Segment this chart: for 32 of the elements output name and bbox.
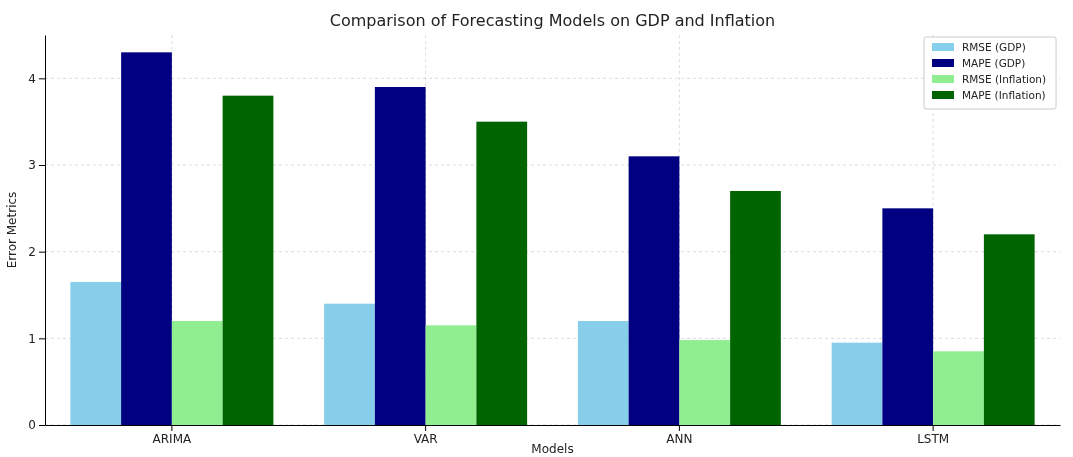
bar xyxy=(324,303,375,425)
y-tick-label: 4 xyxy=(28,71,36,86)
bar xyxy=(679,340,731,425)
bar xyxy=(831,342,883,425)
y-tick-label: 1 xyxy=(28,331,36,346)
bar xyxy=(171,321,223,425)
legend-label: MAPE (Inflation) xyxy=(962,89,1046,101)
x-tick-label: ARIMA xyxy=(152,431,192,446)
bar xyxy=(577,321,629,425)
y-axis-title: Error Metrics xyxy=(5,191,19,269)
legend-label: MAPE (GDP) xyxy=(962,57,1026,69)
y-tick-label: 0 xyxy=(28,418,36,433)
legend-label: RMSE (GDP) xyxy=(962,41,1026,53)
x-axis-title: Models xyxy=(531,442,574,456)
bar xyxy=(628,156,680,425)
x-tick-label: VAR xyxy=(413,431,438,446)
x-tick-label: LSTM xyxy=(917,431,950,446)
bar xyxy=(70,282,122,425)
bar xyxy=(222,95,274,425)
bar xyxy=(983,234,1035,425)
x-tick-label: ANN xyxy=(666,431,693,446)
bar xyxy=(374,87,426,425)
bar xyxy=(121,52,172,425)
bar xyxy=(933,351,984,425)
bar xyxy=(476,121,528,425)
chart-title: Comparison of Forecasting Models on GDP and Inflation xyxy=(329,11,776,30)
bar xyxy=(730,191,781,425)
bar xyxy=(425,325,477,425)
y-tick-label: 2 xyxy=(28,245,36,260)
y-tick-label: 3 xyxy=(28,158,36,173)
bar xyxy=(882,208,934,425)
legend-label: RMSE (Inflation) xyxy=(962,73,1047,85)
